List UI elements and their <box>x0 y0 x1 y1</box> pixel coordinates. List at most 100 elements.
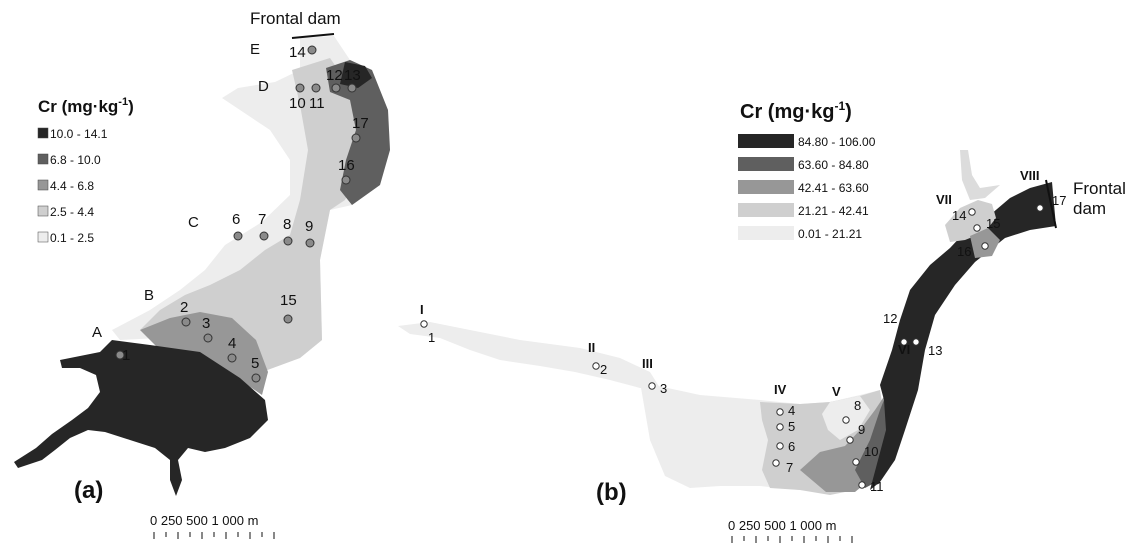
sample-point-label-a-5: 5 <box>251 355 259 372</box>
sample-point-label-b-7: 7 <box>786 460 793 475</box>
scale-bar-a: 0 250 500 1 000 m <box>150 513 275 539</box>
frontal-dam-label-b-line2: dam <box>1073 199 1106 218</box>
section-label-viii: VIII <box>1020 168 1040 183</box>
sample-point-b-17 <box>1036 204 1044 212</box>
legend-a-swatch-3 <box>37 205 49 217</box>
legend-a-swatch-4 <box>37 231 49 243</box>
legend-a-label-2: 4.4 - 6.8 <box>50 179 94 193</box>
sample-point-b-5 <box>776 423 784 431</box>
sample-point-label-b-2: 2 <box>600 362 607 377</box>
sample-point-label-b-15: 15 <box>986 216 1000 231</box>
legend-b-title: Cr (mg·kg-1) <box>740 99 852 123</box>
legend-b-label-2: 42.41 - 63.60 <box>798 181 869 195</box>
reservoir-b-inlet <box>398 322 660 388</box>
sample-point-b-2 <box>592 362 600 370</box>
sample-point-label-b-9: 9 <box>858 422 865 437</box>
reservoir-a-zone-5-sw <box>14 340 268 496</box>
legend-a-swatch-1 <box>37 153 49 165</box>
scale-a-text: 0 250 500 1 000 m <box>150 513 258 528</box>
section-label-v: V <box>832 384 841 399</box>
sample-point-label-a-16: 16 <box>338 157 355 174</box>
sample-point-b-11 <box>858 481 866 489</box>
sample-point-a-12 <box>331 83 341 93</box>
zone-labels-a: A B C D E <box>92 41 269 341</box>
sample-point-label-b-3: 3 <box>660 381 667 396</box>
section-label-ii: II <box>588 340 595 355</box>
reservoir-b-zone-5 <box>870 182 1056 490</box>
scale-bar-b: 0 250 500 1 000 m <box>728 518 853 543</box>
legend-a-label-1: 6.8 - 10.0 <box>50 153 101 167</box>
sample-point-label-b-1: 1 <box>428 330 435 345</box>
sample-point-label-a-14: 14 <box>289 44 306 61</box>
legend-a-swatch-0 <box>37 127 49 139</box>
sample-point-label-b-14: 14 <box>952 208 966 223</box>
sample-point-a-15 <box>283 314 293 324</box>
sample-point-a-8 <box>283 236 293 246</box>
sample-point-label-a-1: 1 <box>122 347 130 364</box>
legend-b-swatch-1 <box>738 157 794 171</box>
sample-point-label-a-9: 9 <box>305 218 313 235</box>
legend-b-swatch-4 <box>738 226 794 240</box>
sample-point-a-16 <box>341 175 351 185</box>
sample-point-label-b-4: 4 <box>788 403 795 418</box>
reservoir-a-zone-5-ne <box>340 62 372 88</box>
zone-label-a: A <box>92 324 102 341</box>
sample-point-label-a-10: 10 <box>289 95 306 112</box>
sample-point-a-14 <box>307 45 317 55</box>
sample-point-label-b-11: 11 <box>870 479 884 494</box>
zone-label-c: C <box>188 214 199 231</box>
sample-point-label-a-4: 4 <box>228 335 236 352</box>
panel-b-map <box>398 150 1057 495</box>
legend-a-label-0: 10.0 - 14.1 <box>50 127 108 141</box>
sample-point-a-10 <box>295 83 305 93</box>
legend-a-label-3: 2.5 - 4.4 <box>50 205 94 219</box>
legend-b-swatch-3 <box>738 203 794 217</box>
sample-point-label-a-7: 7 <box>258 211 266 228</box>
sample-point-label-b-12: 12 <box>883 311 897 326</box>
sample-point-label-b-5: 5 <box>788 419 795 434</box>
zone-label-b: B <box>144 287 154 304</box>
sample-point-label-a-6: 6 <box>232 211 240 228</box>
sample-point-a-17 <box>351 133 361 143</box>
legend-b-label-0: 84.80 - 106.00 <box>798 135 876 149</box>
sample-point-label-a-13: 13 <box>344 67 361 84</box>
sample-point-a-3 <box>203 333 213 343</box>
sample-point-a-5 <box>251 373 261 383</box>
sample-point-label-a-8: 8 <box>283 216 291 233</box>
scale-b-text: 0 250 500 1 000 m <box>728 518 836 533</box>
legend-a-title: Cr (mg·kg-1) <box>38 96 134 116</box>
section-label-vii: VII <box>936 192 952 207</box>
legend-b-label-4: 0.01 - 21.21 <box>798 227 862 241</box>
sample-point-b-8 <box>842 416 850 424</box>
legend-b-swatch-2 <box>738 180 794 194</box>
sample-point-label-b-10: 10 <box>864 444 878 459</box>
sample-point-b-7 <box>772 459 780 467</box>
legend-b-label-3: 21.21 - 42.41 <box>798 204 869 218</box>
reservoir-a-zone-2 <box>140 58 370 372</box>
section-label-iii: III <box>642 356 653 371</box>
sample-point-a-6 <box>233 231 243 241</box>
sample-point-a-9 <box>305 238 315 248</box>
legend-a-label-4: 0.1 - 2.5 <box>50 231 94 245</box>
legend-a-swatch-2 <box>37 179 49 191</box>
panel-a-label: (a) <box>74 477 103 504</box>
sample-point-label-a-11: 11 <box>309 95 325 112</box>
sample-point-label-a-2: 2 <box>180 299 188 316</box>
frontal-dam-line-a <box>291 33 335 39</box>
sample-point-b-9 <box>846 436 854 444</box>
section-label-i: I <box>420 302 424 317</box>
sample-point-label-a-17: 17 <box>352 115 369 132</box>
sample-point-a-11 <box>311 83 321 93</box>
frontal-dam-label-a: Frontal dam <box>250 9 341 28</box>
sample-point-b-13 <box>912 338 920 346</box>
sample-point-b-14 <box>968 208 976 216</box>
panel-b-label: (b) <box>596 479 627 506</box>
sample-point-label-b-13: 13 <box>928 343 942 358</box>
legend-a: Cr (mg·kg-1) 10.0 - 14.1 6.8 - 10.0 4.4 - … <box>37 96 134 245</box>
sample-point-label-b-6: 6 <box>788 439 795 454</box>
section-label-iv: IV <box>774 382 787 397</box>
legend-b: Cr (mg·kg-1) 84.80 - 106.00 63.60 - 84.80… <box>738 99 876 241</box>
